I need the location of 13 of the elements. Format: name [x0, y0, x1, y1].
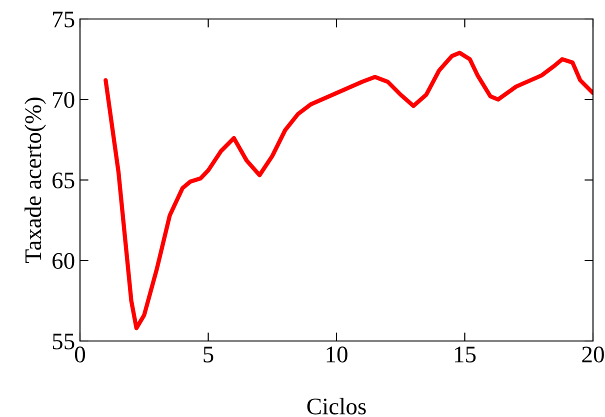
y-tick-label: 75: [53, 12, 74, 28]
x-tick-label: 15: [455, 346, 476, 362]
x-tick-label: 10: [326, 346, 348, 362]
line-series: [104, 50, 593, 330]
y-tick-label: 70: [53, 92, 74, 108]
y-axis-title: Taxade acerto(%): [24, 98, 46, 263]
x-tick-label: 5: [204, 346, 214, 362]
y-tick-label: 60: [52, 252, 74, 269]
y-tick-label: 65: [52, 172, 74, 188]
x-axis-title: Ciclos: [307, 398, 366, 414]
y-tick-label: 55: [52, 334, 74, 350]
x-tick-label: 20: [582, 346, 604, 362]
x-tick-label: 0: [74, 346, 86, 362]
